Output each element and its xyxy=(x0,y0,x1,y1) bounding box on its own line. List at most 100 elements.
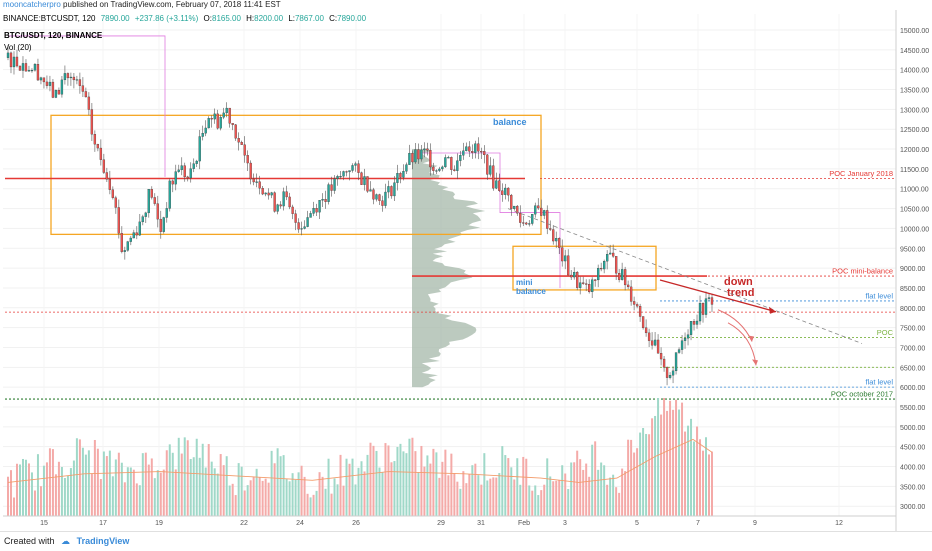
candle-body xyxy=(321,199,324,201)
volume-bar xyxy=(348,463,351,516)
volume-bar xyxy=(390,462,393,516)
time-tick-label: 12 xyxy=(835,520,843,527)
pink-range-line xyxy=(420,152,561,288)
volume-bar xyxy=(114,459,117,516)
volume-bar xyxy=(600,462,603,516)
candle-body xyxy=(192,163,195,169)
candle-body xyxy=(411,152,414,163)
candle-body xyxy=(393,182,396,197)
volume-bar xyxy=(696,426,699,516)
price-tick-label: 10000.00 xyxy=(900,226,929,233)
volume-bar xyxy=(282,455,285,516)
candle-body xyxy=(432,166,435,171)
candle-body xyxy=(27,70,31,72)
volume-bar xyxy=(327,458,330,516)
down-trend-label: trend xyxy=(727,287,755,299)
chart[interactable]: POC January 201811257.68POC mini-balance… xyxy=(0,0,932,531)
candle-body xyxy=(486,154,489,175)
price-tick-label: 10500.00 xyxy=(900,207,929,214)
time-tick-label: 24 xyxy=(296,520,304,527)
candle-body xyxy=(213,113,216,120)
volume-bar xyxy=(165,450,168,516)
candle-body xyxy=(249,162,252,180)
volume-bar xyxy=(483,453,486,516)
volume-bar xyxy=(594,441,597,516)
candle-body xyxy=(111,189,115,198)
volume-bar xyxy=(288,481,291,516)
volume-bar xyxy=(705,437,708,516)
candle-body xyxy=(468,146,471,152)
tradingview-logo-icon: ☁ xyxy=(61,536,71,546)
volume-bar xyxy=(462,471,465,516)
level-label: flat level xyxy=(865,378,893,387)
volume-bar xyxy=(285,478,288,516)
candle-body xyxy=(617,273,621,280)
candle-body xyxy=(252,178,255,183)
candle-body xyxy=(39,77,43,81)
volume-bar xyxy=(591,444,594,516)
volume-bar xyxy=(255,468,258,516)
candle-body xyxy=(561,247,564,262)
candle-body xyxy=(573,272,576,278)
volume-bar xyxy=(273,463,276,516)
candle-body xyxy=(342,171,345,177)
time-tick-label: 3 xyxy=(563,520,567,527)
volume-bar xyxy=(435,452,438,516)
volume-bar xyxy=(492,477,495,516)
price-tick-label: 11500.00 xyxy=(900,167,929,174)
volume-bar xyxy=(603,465,606,516)
candle-body xyxy=(201,133,204,137)
footer: Created with ☁ TradingView xyxy=(0,531,932,551)
candle-body xyxy=(438,168,441,171)
volume-bar xyxy=(606,484,609,516)
volume-bar xyxy=(543,484,546,516)
volume-bar xyxy=(402,451,405,516)
candle-body xyxy=(135,232,138,236)
candle-body xyxy=(510,194,513,209)
volume-bar xyxy=(126,467,129,516)
volume-bar xyxy=(612,474,615,516)
candle-body xyxy=(24,63,28,72)
level-label: POC xyxy=(877,328,894,337)
candle-body xyxy=(198,136,201,162)
candle-body xyxy=(339,176,342,178)
time-tick-label: 26 xyxy=(352,520,360,527)
volume-bar xyxy=(222,465,225,516)
candle-body xyxy=(171,180,174,185)
candle-body xyxy=(21,63,25,71)
time-tick-label: Feb xyxy=(518,520,530,527)
volume-bar xyxy=(267,482,270,516)
candle-body xyxy=(273,192,276,212)
candle-body xyxy=(195,160,198,164)
volume-bar xyxy=(588,476,591,516)
volume-bar xyxy=(195,438,198,516)
candle-body xyxy=(45,81,49,86)
candle-body xyxy=(150,189,153,198)
volume-bar xyxy=(321,476,324,516)
price-tick-label: 12000.00 xyxy=(900,147,929,154)
volume-bar xyxy=(324,488,327,516)
volume-bar xyxy=(159,472,162,516)
volume-bar xyxy=(66,475,69,516)
candle-body xyxy=(582,282,585,284)
candle-body xyxy=(623,269,627,286)
volume-bar xyxy=(639,432,642,516)
candle-body xyxy=(306,217,309,227)
candle-body xyxy=(698,303,702,322)
volume-bar xyxy=(75,438,78,516)
volume-bar xyxy=(147,464,150,516)
price-axis[interactable] xyxy=(896,10,932,531)
level-label: POC January 2018 xyxy=(829,169,893,178)
volume-bar xyxy=(687,425,690,516)
volume-bar xyxy=(681,402,684,516)
author-link[interactable]: mooncatcherpro xyxy=(3,0,61,9)
candle-body xyxy=(450,157,453,170)
volume-bar xyxy=(219,454,222,516)
volume-bar xyxy=(561,465,564,516)
candle-body xyxy=(644,327,648,334)
volume-bar xyxy=(456,481,459,516)
price-change: +237.86 (+3.11%) xyxy=(135,14,199,23)
tradingview-brand[interactable]: TradingView xyxy=(76,536,130,546)
candle-body xyxy=(174,171,177,185)
volume-bar xyxy=(651,418,654,516)
